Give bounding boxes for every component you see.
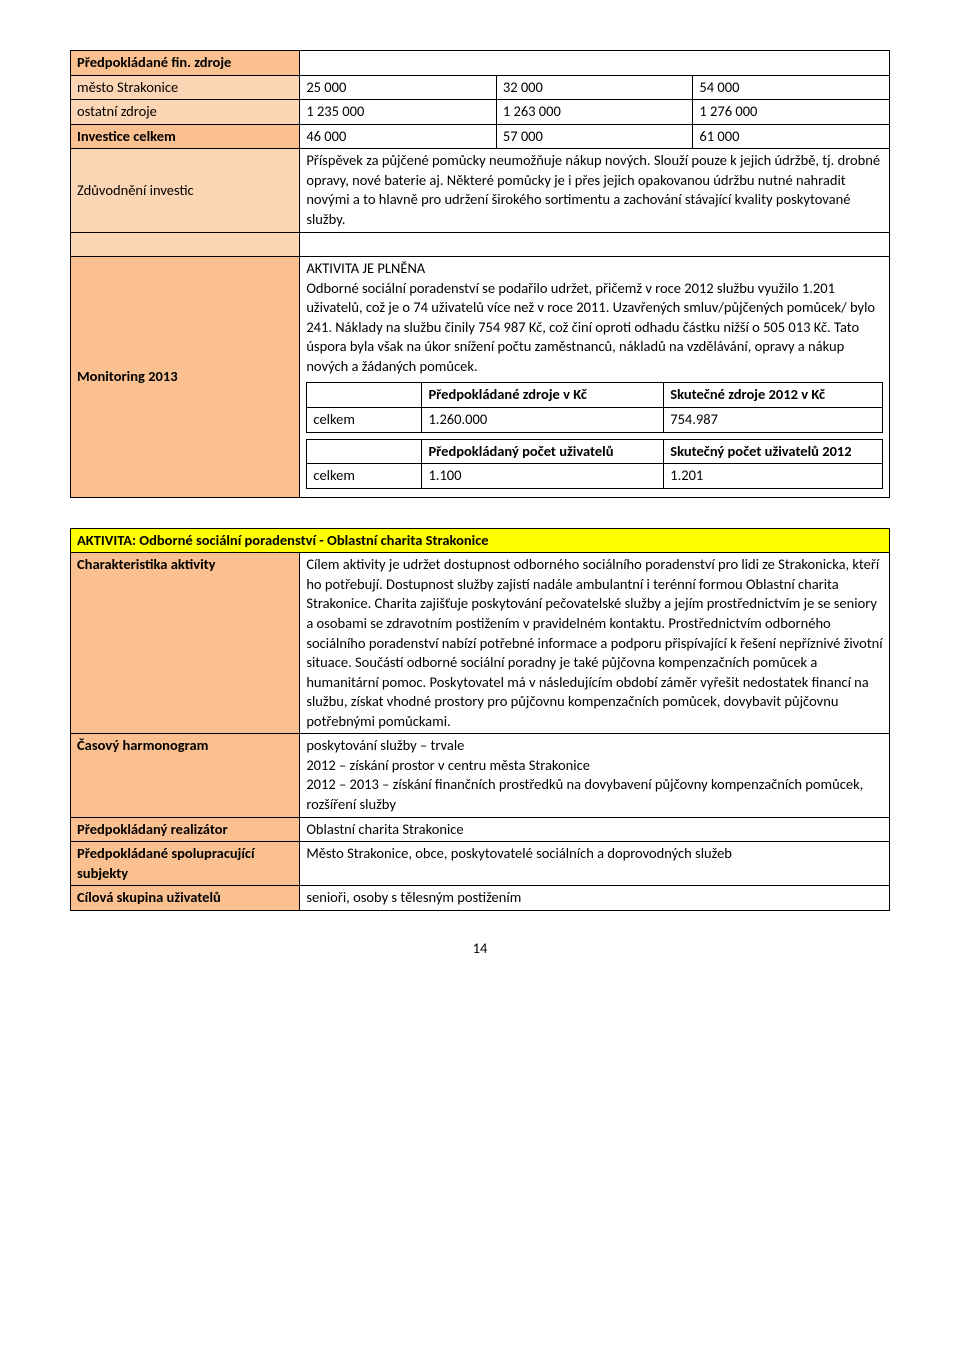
nested1-blank [307, 383, 422, 408]
row-other-label: ostatní zdroje [71, 100, 300, 125]
nested1-v1: 1.260.000 [422, 408, 664, 433]
nested2-h2: Skutečný počet uživatelů 2012 [664, 439, 883, 464]
nested-table-sources: Předpokládané zdroje v Kč Skutečné zdroj… [306, 382, 883, 432]
char-text: Cílem aktivity je udržet dostupnost odbo… [300, 553, 890, 734]
fin-sources-header: Předpokládané fin. zdroje [71, 51, 300, 76]
time-label: Časový harmonogram [71, 734, 300, 817]
nested2-blank [307, 439, 422, 464]
nested2-v1: 1.100 [422, 464, 664, 489]
row-other-v3: 1 276 000 [693, 100, 890, 125]
justification-label: Zdůvodnění investic [71, 149, 300, 232]
invest-v2: 57 000 [496, 124, 693, 149]
table-top: Předpokládané fin. zdroje město Strakoni… [70, 50, 890, 498]
nested1-rowlabel: celkem [307, 408, 422, 433]
monitoring-label: Monitoring 2013 [71, 257, 300, 498]
spacer-cell [300, 232, 890, 257]
section-gap [70, 498, 890, 528]
nested2-v2: 1.201 [664, 464, 883, 489]
row-city-v2: 32 000 [496, 75, 693, 100]
row-city-v1: 25 000 [300, 75, 497, 100]
table-activity: AKTIVITA: Odborné sociální poradenství -… [70, 528, 890, 911]
nested1-h1: Předpokládané zdroje v Kč [422, 383, 664, 408]
nested-table-users: Předpokládaný počet uživatelů Skutečný p… [306, 439, 883, 489]
char-label: Charakteristika aktivity [71, 553, 300, 734]
invest-label: Investice celkem [71, 124, 300, 149]
row-city-label: město Strakonice [71, 75, 300, 100]
row-other-v1: 1 235 000 [300, 100, 497, 125]
nested1-v2: 754.987 [664, 408, 883, 433]
nested2-h1: Předpokládaný počet uživatelů [422, 439, 664, 464]
justification-text: Příspěvek za půjčené pomůcky neumožňuje … [300, 149, 890, 232]
invest-v1: 46 000 [300, 124, 497, 149]
nested1-h2: Skutečné zdroje 2012 v Kč [664, 383, 883, 408]
real-label: Předpokládaný realizátor [71, 817, 300, 842]
cilova-label: Cílová skupina uživatelů [71, 886, 300, 911]
page-number: 14 [70, 939, 890, 957]
real-text: Oblastní charita Strakonice [300, 817, 890, 842]
row-other-v2: 1 263 000 [496, 100, 693, 125]
invest-v3: 61 000 [693, 124, 890, 149]
monitoring-cell: AKTIVITA JE PLNĚNA Odborné sociální pora… [300, 257, 890, 498]
spacer-cell [71, 232, 300, 257]
aktivita-heading: AKTIVITA JE PLNĚNA [306, 259, 883, 279]
nested2-rowlabel: celkem [307, 464, 422, 489]
aktivita-body: Odborné sociální poradenství se podařilo… [306, 279, 883, 377]
cilova-text: senioři, osoby s tělesným postižením [300, 886, 890, 911]
row-city-v3: 54 000 [693, 75, 890, 100]
time-text: poskytování služby – trvale 2012 – získá… [300, 734, 890, 817]
empty-cell [300, 51, 890, 76]
spolu-label: Předpokládané spolupracující subjekty [71, 842, 300, 886]
spolu-text: Město Strakonice, obce, poskytovatelé so… [300, 842, 890, 886]
activity-title: AKTIVITA: Odborné sociální poradenství -… [71, 528, 890, 553]
